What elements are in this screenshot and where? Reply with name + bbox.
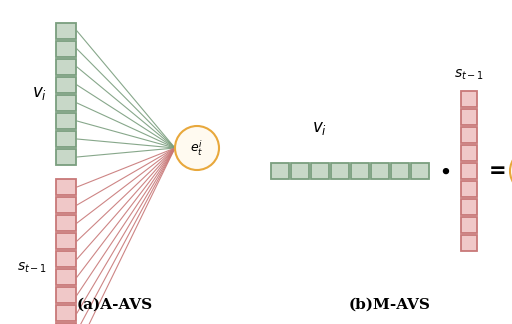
FancyBboxPatch shape xyxy=(351,163,369,179)
Circle shape xyxy=(175,126,219,170)
FancyBboxPatch shape xyxy=(311,163,329,179)
FancyBboxPatch shape xyxy=(461,109,477,125)
FancyBboxPatch shape xyxy=(461,91,477,107)
FancyBboxPatch shape xyxy=(461,235,477,251)
FancyBboxPatch shape xyxy=(461,145,477,161)
FancyBboxPatch shape xyxy=(391,163,409,179)
FancyBboxPatch shape xyxy=(461,217,477,233)
Text: $s_{t-1}$: $s_{t-1}$ xyxy=(17,261,47,275)
FancyBboxPatch shape xyxy=(56,41,76,57)
FancyBboxPatch shape xyxy=(56,287,76,303)
FancyBboxPatch shape xyxy=(331,163,349,179)
FancyBboxPatch shape xyxy=(461,127,477,143)
FancyBboxPatch shape xyxy=(56,305,76,321)
Text: $v_i$: $v_i$ xyxy=(32,86,47,102)
FancyBboxPatch shape xyxy=(371,163,389,179)
FancyBboxPatch shape xyxy=(56,149,76,165)
FancyBboxPatch shape xyxy=(56,215,76,231)
Text: $\bullet$: $\bullet$ xyxy=(438,161,450,181)
FancyBboxPatch shape xyxy=(271,163,289,179)
FancyBboxPatch shape xyxy=(56,269,76,285)
Text: (a)A-AVS: (a)A-AVS xyxy=(77,298,153,312)
FancyBboxPatch shape xyxy=(56,251,76,267)
FancyBboxPatch shape xyxy=(461,181,477,197)
Text: (b)M-AVS: (b)M-AVS xyxy=(349,298,431,312)
FancyBboxPatch shape xyxy=(411,163,429,179)
FancyBboxPatch shape xyxy=(56,323,76,324)
FancyBboxPatch shape xyxy=(56,197,76,213)
Text: $e_t^i$: $e_t^i$ xyxy=(190,138,204,158)
Circle shape xyxy=(510,149,512,193)
Text: =: = xyxy=(489,161,507,181)
FancyBboxPatch shape xyxy=(56,113,76,129)
Text: $s_{t-1}$: $s_{t-1}$ xyxy=(454,68,484,82)
FancyBboxPatch shape xyxy=(56,95,76,111)
FancyBboxPatch shape xyxy=(461,199,477,215)
Text: $v_i$: $v_i$ xyxy=(312,120,328,137)
FancyBboxPatch shape xyxy=(291,163,309,179)
FancyBboxPatch shape xyxy=(56,131,76,147)
FancyBboxPatch shape xyxy=(56,23,76,39)
FancyBboxPatch shape xyxy=(56,59,76,75)
FancyBboxPatch shape xyxy=(461,163,477,179)
FancyBboxPatch shape xyxy=(56,77,76,93)
FancyBboxPatch shape xyxy=(56,179,76,195)
FancyBboxPatch shape xyxy=(56,233,76,249)
